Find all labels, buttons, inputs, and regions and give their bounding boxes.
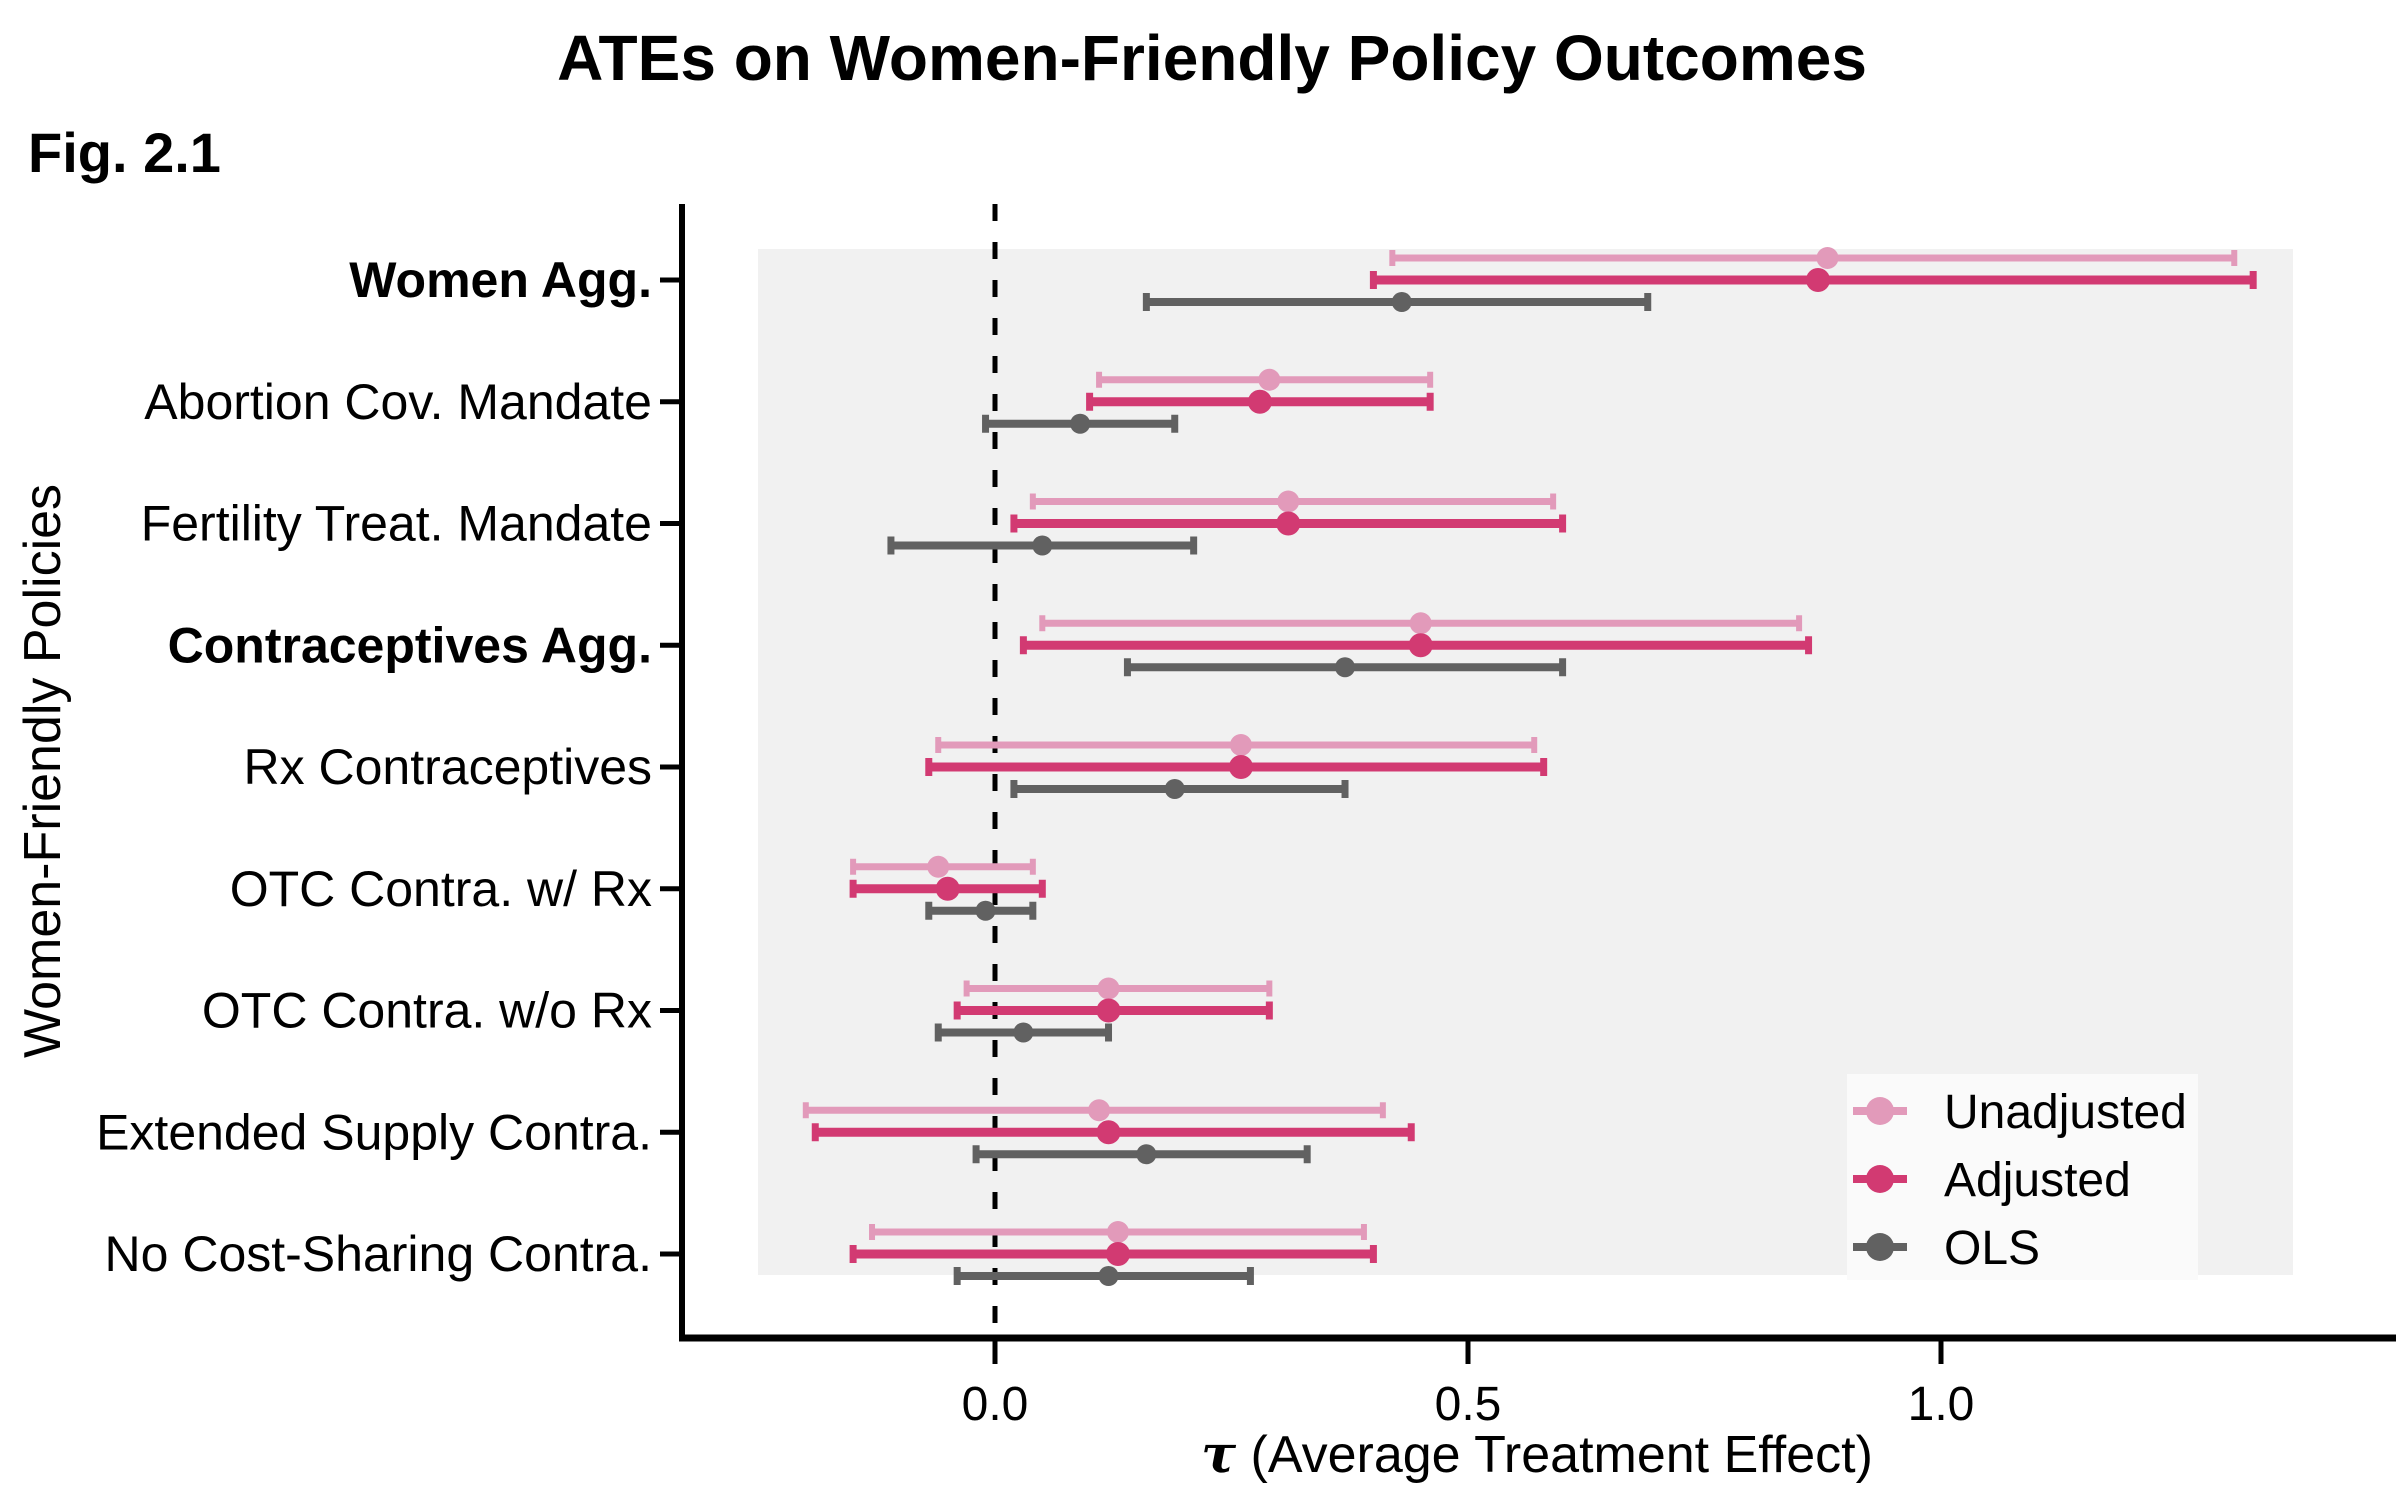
category-label: OTC Contra. w/ Rx bbox=[230, 861, 652, 917]
point-estimate bbox=[1816, 247, 1839, 269]
chart-title: ATEs on Women-Friendly Policy Outcomes bbox=[557, 22, 1867, 94]
point-estimate bbox=[1391, 292, 1412, 312]
x-axis-title: τ (Average Treatment Effect) bbox=[1201, 1424, 1873, 1485]
point-estimate bbox=[1277, 490, 1300, 513]
y-axis-title: Women-Friendly Policies bbox=[14, 484, 72, 1058]
x-axis-ticks: 0.0 0.5 1.0 bbox=[962, 1338, 1975, 1431]
category-label: No Cost-Sharing Contra. bbox=[105, 1226, 652, 1282]
point-estimate bbox=[1013, 1022, 1034, 1043]
point-estimate bbox=[1806, 268, 1831, 292]
legend-entry: Unadjusted bbox=[1853, 1086, 2187, 1139]
point-estimate bbox=[935, 876, 960, 901]
point-estimate bbox=[1097, 977, 1120, 1000]
series-layer bbox=[802, 247, 2257, 1286]
y-axis-ticks: Women Agg. Abortion Cov. Mandate Fertility… bbox=[96, 252, 682, 1282]
point-estimate bbox=[975, 900, 996, 921]
point-estimate bbox=[1228, 755, 1253, 779]
point-estimate bbox=[1098, 1266, 1119, 1286]
point-estimate bbox=[1335, 657, 1356, 678]
series-ols bbox=[887, 292, 1652, 1286]
series-unadjusted bbox=[802, 247, 2238, 1243]
point-estimate bbox=[1032, 535, 1053, 556]
x-tick-label: 0.5 bbox=[1435, 1378, 1502, 1431]
figure-label: Fig. 2.1 bbox=[28, 121, 221, 184]
category-label: Abortion Cov. Mandate bbox=[144, 374, 652, 430]
point-estimate bbox=[1409, 612, 1432, 635]
category-label: Contraceptives Agg. bbox=[168, 617, 652, 673]
category-label: Rx Contraceptives bbox=[244, 739, 653, 795]
point-estimate bbox=[1096, 1120, 1121, 1145]
point-estimate bbox=[1247, 389, 1272, 414]
point-estimate bbox=[1164, 779, 1185, 799]
point-estimate bbox=[1106, 1221, 1129, 1243]
legend-key-dot bbox=[1866, 1165, 1894, 1193]
point-estimate bbox=[1258, 368, 1281, 391]
series-adjusted bbox=[811, 268, 2257, 1266]
legend-key-dot bbox=[1866, 1097, 1894, 1125]
point-estimate bbox=[1276, 511, 1301, 536]
point-estimate bbox=[1408, 633, 1433, 658]
category-label: Extended Supply Contra. bbox=[96, 1104, 652, 1160]
legend-key-dot bbox=[1866, 1233, 1894, 1261]
point-estimate bbox=[1088, 1099, 1111, 1122]
category-label: Women Agg. bbox=[349, 252, 652, 308]
point-estimate bbox=[1070, 413, 1091, 434]
legend-entry-label: Adjusted bbox=[1944, 1154, 2131, 1207]
point-estimate bbox=[1105, 1242, 1130, 1266]
legend: Unadjusted Adjusted OLS bbox=[1847, 1074, 2198, 1280]
legend-entry: OLS bbox=[1853, 1222, 2040, 1275]
category-label: OTC Contra. w/o Rx bbox=[202, 983, 652, 1039]
legend-entry-label: OLS bbox=[1944, 1222, 2040, 1275]
category-label: Fertility Treat. Mandate bbox=[141, 496, 652, 552]
legend-entry-label: Unadjusted bbox=[1944, 1086, 2187, 1139]
point-estimate bbox=[1096, 998, 1121, 1023]
x-tick-label: 0.0 bbox=[962, 1378, 1029, 1431]
x-tick-label: 1.0 bbox=[1908, 1378, 1975, 1431]
point-estimate bbox=[1136, 1144, 1157, 1165]
legend-entry: Adjusted bbox=[1853, 1154, 2131, 1207]
point-estimate bbox=[1229, 734, 1252, 756]
point-estimate bbox=[927, 855, 950, 878]
